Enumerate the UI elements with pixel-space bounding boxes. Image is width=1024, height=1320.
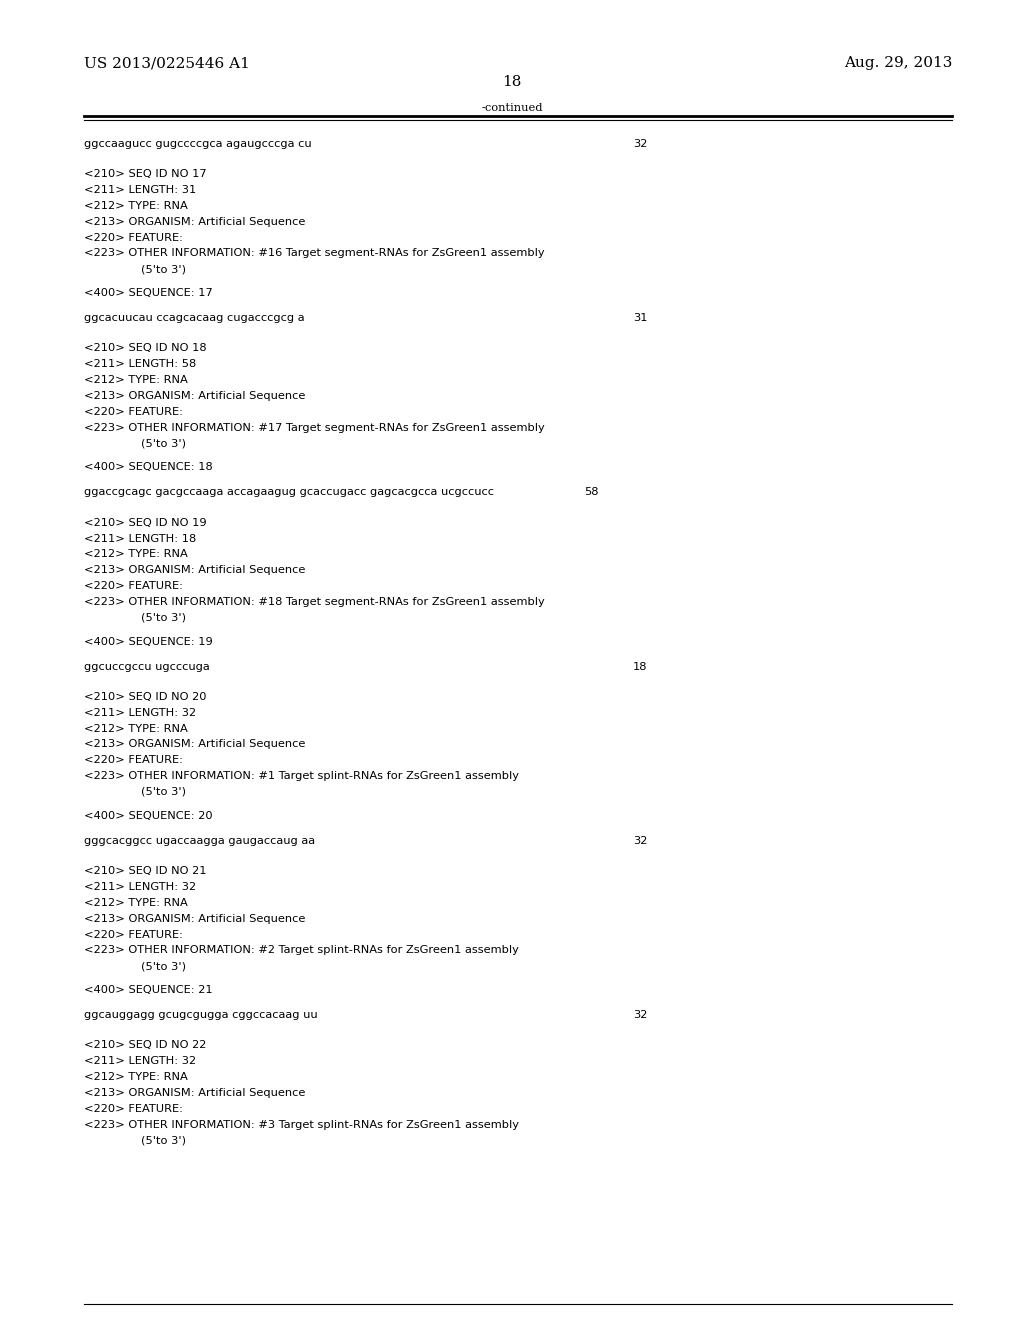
Text: <400> SEQUENCE: 18: <400> SEQUENCE: 18 bbox=[84, 462, 213, 473]
Text: <213> ORGANISM: Artificial Sequence: <213> ORGANISM: Artificial Sequence bbox=[84, 216, 305, 227]
Text: <211> LENGTH: 32: <211> LENGTH: 32 bbox=[84, 708, 196, 718]
Text: 32: 32 bbox=[633, 836, 647, 846]
Text: <223> OTHER INFORMATION: #2 Target splint-RNAs for ZsGreen1 assembly: <223> OTHER INFORMATION: #2 Target splin… bbox=[84, 945, 519, 956]
Text: <223> OTHER INFORMATION: #3 Target splint-RNAs for ZsGreen1 assembly: <223> OTHER INFORMATION: #3 Target splin… bbox=[84, 1119, 519, 1130]
Text: <211> LENGTH: 32: <211> LENGTH: 32 bbox=[84, 1056, 196, 1067]
Text: US 2013/0225446 A1: US 2013/0225446 A1 bbox=[84, 57, 250, 70]
Text: (5'to 3'): (5'to 3') bbox=[141, 264, 186, 275]
Text: <212> TYPE: RNA: <212> TYPE: RNA bbox=[84, 898, 187, 908]
Text: 18: 18 bbox=[633, 661, 647, 672]
Text: <400> SEQUENCE: 17: <400> SEQUENCE: 17 bbox=[84, 288, 213, 298]
Text: 31: 31 bbox=[633, 313, 647, 323]
Text: <212> TYPE: RNA: <212> TYPE: RNA bbox=[84, 1072, 187, 1082]
Text: <213> ORGANISM: Artificial Sequence: <213> ORGANISM: Artificial Sequence bbox=[84, 739, 305, 750]
Text: ggcauggagg gcugcgugga cggccacaag uu: ggcauggagg gcugcgugga cggccacaag uu bbox=[84, 1010, 317, 1020]
Text: (5'to 3'): (5'to 3') bbox=[141, 438, 186, 449]
Text: <212> TYPE: RNA: <212> TYPE: RNA bbox=[84, 201, 187, 211]
Text: <210> SEQ ID NO 20: <210> SEQ ID NO 20 bbox=[84, 692, 207, 702]
Text: <220> FEATURE:: <220> FEATURE: bbox=[84, 1104, 183, 1114]
Text: ggcacuucau ccagcacaag cugacccgcg a: ggcacuucau ccagcacaag cugacccgcg a bbox=[84, 313, 304, 323]
Text: 32: 32 bbox=[633, 139, 647, 149]
Text: <211> LENGTH: 31: <211> LENGTH: 31 bbox=[84, 185, 197, 195]
Text: <220> FEATURE:: <220> FEATURE: bbox=[84, 407, 183, 417]
Text: <212> TYPE: RNA: <212> TYPE: RNA bbox=[84, 723, 187, 734]
Text: <210> SEQ ID NO 22: <210> SEQ ID NO 22 bbox=[84, 1040, 207, 1051]
Text: <211> LENGTH: 32: <211> LENGTH: 32 bbox=[84, 882, 196, 892]
Text: <210> SEQ ID NO 17: <210> SEQ ID NO 17 bbox=[84, 169, 207, 180]
Text: <212> TYPE: RNA: <212> TYPE: RNA bbox=[84, 375, 187, 385]
Text: 18: 18 bbox=[503, 75, 521, 88]
Text: <223> OTHER INFORMATION: #18 Target segment-RNAs for ZsGreen1 assembly: <223> OTHER INFORMATION: #18 Target segm… bbox=[84, 597, 545, 607]
Text: Aug. 29, 2013: Aug. 29, 2013 bbox=[844, 57, 952, 70]
Text: (5'to 3'): (5'to 3') bbox=[141, 961, 186, 972]
Text: ggccaagucc gugccccgca agaugcccga cu: ggccaagucc gugccccgca agaugcccga cu bbox=[84, 139, 311, 149]
Text: <211> LENGTH: 18: <211> LENGTH: 18 bbox=[84, 533, 197, 544]
Text: (5'to 3'): (5'to 3') bbox=[141, 787, 186, 797]
Text: <400> SEQUENCE: 20: <400> SEQUENCE: 20 bbox=[84, 810, 213, 821]
Text: <213> ORGANISM: Artificial Sequence: <213> ORGANISM: Artificial Sequence bbox=[84, 913, 305, 924]
Text: <210> SEQ ID NO 19: <210> SEQ ID NO 19 bbox=[84, 517, 207, 528]
Text: <220> FEATURE:: <220> FEATURE: bbox=[84, 232, 183, 243]
Text: <212> TYPE: RNA: <212> TYPE: RNA bbox=[84, 549, 187, 560]
Text: <220> FEATURE:: <220> FEATURE: bbox=[84, 755, 183, 766]
Text: (5'to 3'): (5'to 3') bbox=[141, 1135, 186, 1146]
Text: <400> SEQUENCE: 19: <400> SEQUENCE: 19 bbox=[84, 636, 213, 647]
Text: ggaccgcagc gacgccaaga accagaagug gcaccugacc gagcacgcca ucgccucc: ggaccgcagc gacgccaaga accagaagug gcaccug… bbox=[84, 487, 494, 498]
Text: <223> OTHER INFORMATION: #17 Target segment-RNAs for ZsGreen1 assembly: <223> OTHER INFORMATION: #17 Target segm… bbox=[84, 422, 545, 433]
Text: <213> ORGANISM: Artificial Sequence: <213> ORGANISM: Artificial Sequence bbox=[84, 1088, 305, 1098]
Text: <400> SEQUENCE: 21: <400> SEQUENCE: 21 bbox=[84, 985, 213, 995]
Text: 58: 58 bbox=[584, 487, 598, 498]
Text: <210> SEQ ID NO 21: <210> SEQ ID NO 21 bbox=[84, 866, 207, 876]
Text: 32: 32 bbox=[633, 1010, 647, 1020]
Text: (5'to 3'): (5'to 3') bbox=[141, 612, 186, 623]
Text: <210> SEQ ID NO 18: <210> SEQ ID NO 18 bbox=[84, 343, 207, 354]
Text: <220> FEATURE:: <220> FEATURE: bbox=[84, 929, 183, 940]
Text: <213> ORGANISM: Artificial Sequence: <213> ORGANISM: Artificial Sequence bbox=[84, 391, 305, 401]
Text: <220> FEATURE:: <220> FEATURE: bbox=[84, 581, 183, 591]
Text: <211> LENGTH: 58: <211> LENGTH: 58 bbox=[84, 359, 197, 370]
Text: ggcuccgccu ugcccuga: ggcuccgccu ugcccuga bbox=[84, 661, 210, 672]
Text: gggcacggcc ugaccaagga gaugaccaug aa: gggcacggcc ugaccaagga gaugaccaug aa bbox=[84, 836, 315, 846]
Text: <223> OTHER INFORMATION: #1 Target splint-RNAs for ZsGreen1 assembly: <223> OTHER INFORMATION: #1 Target splin… bbox=[84, 771, 519, 781]
Text: <223> OTHER INFORMATION: #16 Target segment-RNAs for ZsGreen1 assembly: <223> OTHER INFORMATION: #16 Target segm… bbox=[84, 248, 545, 259]
Text: -continued: -continued bbox=[481, 103, 543, 114]
Text: <213> ORGANISM: Artificial Sequence: <213> ORGANISM: Artificial Sequence bbox=[84, 565, 305, 576]
